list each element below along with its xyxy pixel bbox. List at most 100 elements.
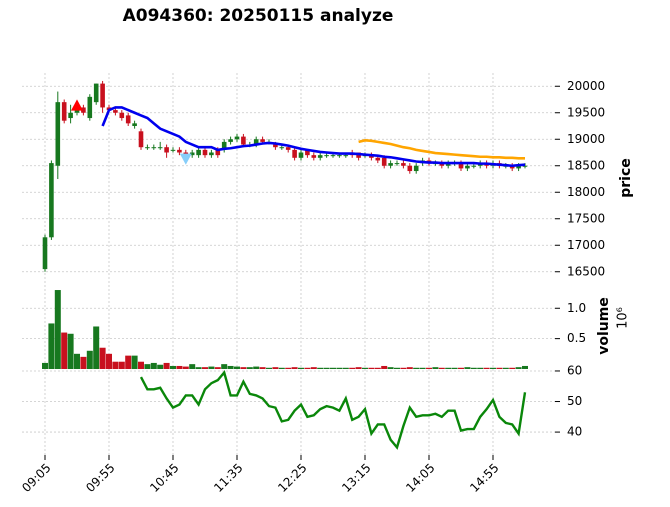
volume-bar: [266, 367, 272, 369]
candle-body: [55, 102, 61, 166]
candle-body: [273, 144, 278, 148]
volume-bar: [138, 361, 144, 369]
moving-average-line: [101, 106, 526, 168]
volume-bar: [509, 367, 516, 369]
volume-bar: [451, 367, 458, 369]
volume-bar: [464, 367, 471, 369]
volume-axis-label: volume: [596, 297, 612, 355]
volume-bar: [304, 367, 311, 369]
candle-body: [209, 152, 214, 156]
volume-bar: [253, 366, 260, 369]
volume-bar: [99, 347, 106, 369]
candle-body: [42, 237, 48, 270]
volume-bar: [330, 367, 336, 369]
volume-bar: [432, 367, 439, 369]
volume-bar: [368, 367, 375, 369]
volume-bar: [240, 367, 247, 369]
candle-body: [93, 83, 99, 103]
candle-body: [49, 163, 54, 238]
candle-body: [305, 149, 310, 156]
volume-bar: [387, 367, 394, 369]
candle-body: [202, 149, 208, 156]
candle-body: [401, 163, 406, 166]
volume-bar: [413, 367, 420, 369]
candle-body: [343, 155, 349, 157]
candle-body: [285, 147, 291, 150]
volume-bar: [490, 367, 496, 369]
y-tick-label: 18000: [567, 185, 605, 199]
volume-bar: [400, 367, 407, 369]
candle-body: [164, 147, 169, 153]
x-tick-label: 09:05: [19, 461, 53, 495]
volume-bar: [208, 366, 215, 369]
candle-body: [413, 165, 419, 172]
volume-bar: [310, 367, 317, 369]
x-tick-label: 14:05: [403, 461, 437, 495]
volume-bar: [426, 367, 432, 369]
candle-body: [253, 139, 259, 145]
candle-body: [458, 163, 464, 169]
y-tick-label: 18500: [567, 158, 605, 172]
x-tick-label: 10:45: [147, 461, 181, 495]
volume-bar: [323, 367, 330, 369]
candle-body: [330, 155, 336, 157]
volume-bar: [336, 367, 343, 369]
volume-bar: [522, 365, 528, 369]
candle-body: [260, 139, 265, 142]
candle-body: [177, 149, 182, 153]
volume-bar: [381, 365, 388, 369]
volume-bar: [214, 367, 221, 369]
volume-bar: [202, 367, 208, 369]
candle-body: [317, 155, 323, 158]
volume-bar: [496, 367, 503, 369]
volume-bar: [374, 367, 381, 369]
volume-bar: [515, 367, 522, 369]
volume-bar: [483, 367, 490, 369]
candle-body: [471, 165, 477, 167]
volume-bar: [419, 367, 426, 369]
volume-bar: [221, 364, 228, 369]
volume-bar: [298, 367, 304, 369]
candle-body: [151, 147, 157, 149]
volume-bar: [48, 323, 55, 369]
volume-bar: [170, 365, 176, 369]
volume-bar: [150, 362, 157, 369]
candle-body: [87, 96, 93, 119]
y-axis-label: price: [618, 158, 634, 198]
volume-bar: [394, 367, 400, 369]
candle-body: [125, 115, 131, 124]
candle-body: [157, 147, 163, 149]
y-tick-label: 60: [567, 363, 582, 377]
candle-body: [394, 163, 400, 165]
y-tick-label: 17000: [567, 238, 605, 252]
candle-body: [241, 136, 246, 145]
candle-body: [298, 152, 304, 158]
volume-bar: [349, 367, 356, 369]
signal-marker: [71, 99, 83, 111]
candle-body: [439, 163, 445, 166]
volume-bar: [176, 365, 183, 369]
volume-bar: [106, 353, 112, 369]
candle-body: [369, 155, 374, 158]
candle-body: [145, 147, 150, 149]
candle-body: [509, 165, 515, 169]
candle-body: [522, 165, 528, 167]
candle-body: [215, 149, 221, 156]
y-tick-label: 20000: [567, 79, 605, 93]
candle-body: [61, 102, 67, 121]
volume-bar: [342, 367, 349, 369]
candle-body: [81, 107, 86, 113]
y-tick-label: 19500: [567, 105, 605, 119]
candle-body: [324, 155, 329, 157]
x-tick-label: 14:55: [467, 461, 501, 495]
volume-bar: [291, 367, 298, 369]
candle-body: [381, 157, 387, 166]
volume-bar: [445, 367, 452, 369]
candle-body: [119, 112, 125, 119]
x-tick-label: 13:15: [339, 461, 373, 495]
volume-bar: [74, 353, 80, 369]
volume-bar: [67, 333, 74, 369]
volume-offset-label: 10⁶: [616, 307, 631, 329]
volume-bar: [246, 367, 253, 369]
